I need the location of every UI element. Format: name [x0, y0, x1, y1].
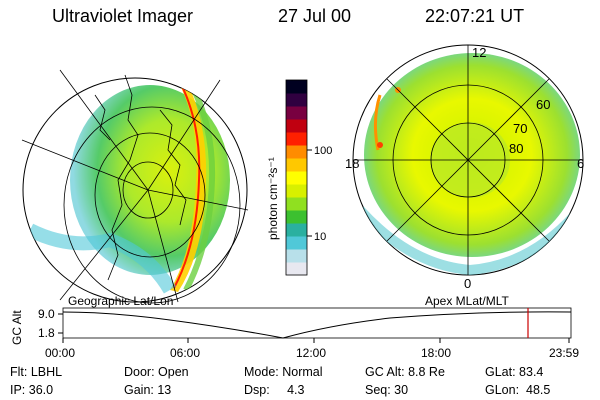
colorbar-cell [286, 106, 307, 120]
dsp-info: Dsp: 4.3 [244, 383, 305, 397]
colorbar-cell [286, 80, 307, 94]
mlt-label-top: 12 [472, 45, 486, 60]
door-info: Door: Open [124, 365, 189, 379]
gain-info: Gain: 13 [124, 383, 172, 397]
alt-axis-label: GC Alt [10, 310, 24, 345]
colorbar-cell [286, 171, 307, 185]
colorbar-tick-10: 10 [314, 231, 326, 243]
time-tick-2359: 23:59 [549, 346, 579, 360]
colorbar-cell [286, 158, 307, 172]
colorbar-cell [286, 236, 307, 250]
mlt-label-bottom: 0 [464, 276, 471, 291]
mlat-label-80: 80 [509, 141, 523, 156]
colorbar-cell [286, 249, 307, 263]
mlat-label-70: 70 [513, 121, 527, 136]
altitude-plot: 9.0 1.8 GC Alt 00:00 06:00 12:00 18:00 2… [10, 307, 579, 360]
date-label: 27 Jul 00 [278, 6, 352, 26]
colorbar-tick-100: 100 [314, 145, 332, 157]
geographic-label: Geographic Lat/Lon [68, 294, 173, 308]
time-label: 22:07:21 UT [425, 6, 525, 26]
time-tick-0000: 00:00 [45, 346, 75, 360]
glat-info: GLat: 83.4 [485, 365, 544, 379]
colorbar-cell [286, 184, 307, 198]
colorbar-cell [286, 262, 307, 276]
colorbar-cell [286, 223, 307, 237]
alt-tick-1-8: 1.8 [38, 326, 55, 340]
instrument-title: Ultraviolet Imager [52, 6, 194, 26]
colorbar-cell [286, 132, 307, 146]
magnetic-image: 80 70 60 12 18 6 0 [345, 44, 584, 291]
mlat-label-60: 60 [536, 97, 550, 112]
geographic-image [21, 69, 249, 304]
glon-info: GLon: 48.5 [485, 383, 551, 397]
colorbar-cell [286, 93, 307, 107]
colorbar-cell [286, 210, 307, 224]
time-tick-0600: 06:00 [170, 346, 200, 360]
time-tick-1200: 12:00 [296, 346, 326, 360]
gc-alt-info: GC Alt: 8.8 Re [365, 365, 445, 379]
colorbar-cell [286, 145, 307, 159]
time-tick-1800: 18:00 [421, 346, 451, 360]
ip-info: IP: 36.0 [10, 383, 54, 397]
mlt-label-right: 6 [577, 156, 584, 171]
apex-label: Apex MLat/MLT [425, 294, 509, 308]
alt-tick-9: 9.0 [38, 307, 55, 321]
colorbar-unit-label: photon cm⁻²s⁻¹ [266, 157, 280, 240]
mlt-label-left: 18 [345, 156, 359, 171]
seq-info: Seq: 30 [365, 383, 409, 397]
mode-info: Mode: Normal [244, 365, 323, 379]
filter-info: Flt: LBHL [10, 365, 63, 379]
colorbar-cell [286, 197, 307, 211]
color-scale-bar: 100 10 photon cm⁻²s⁻¹ [266, 79, 332, 276]
colorbar-cell [286, 119, 307, 133]
